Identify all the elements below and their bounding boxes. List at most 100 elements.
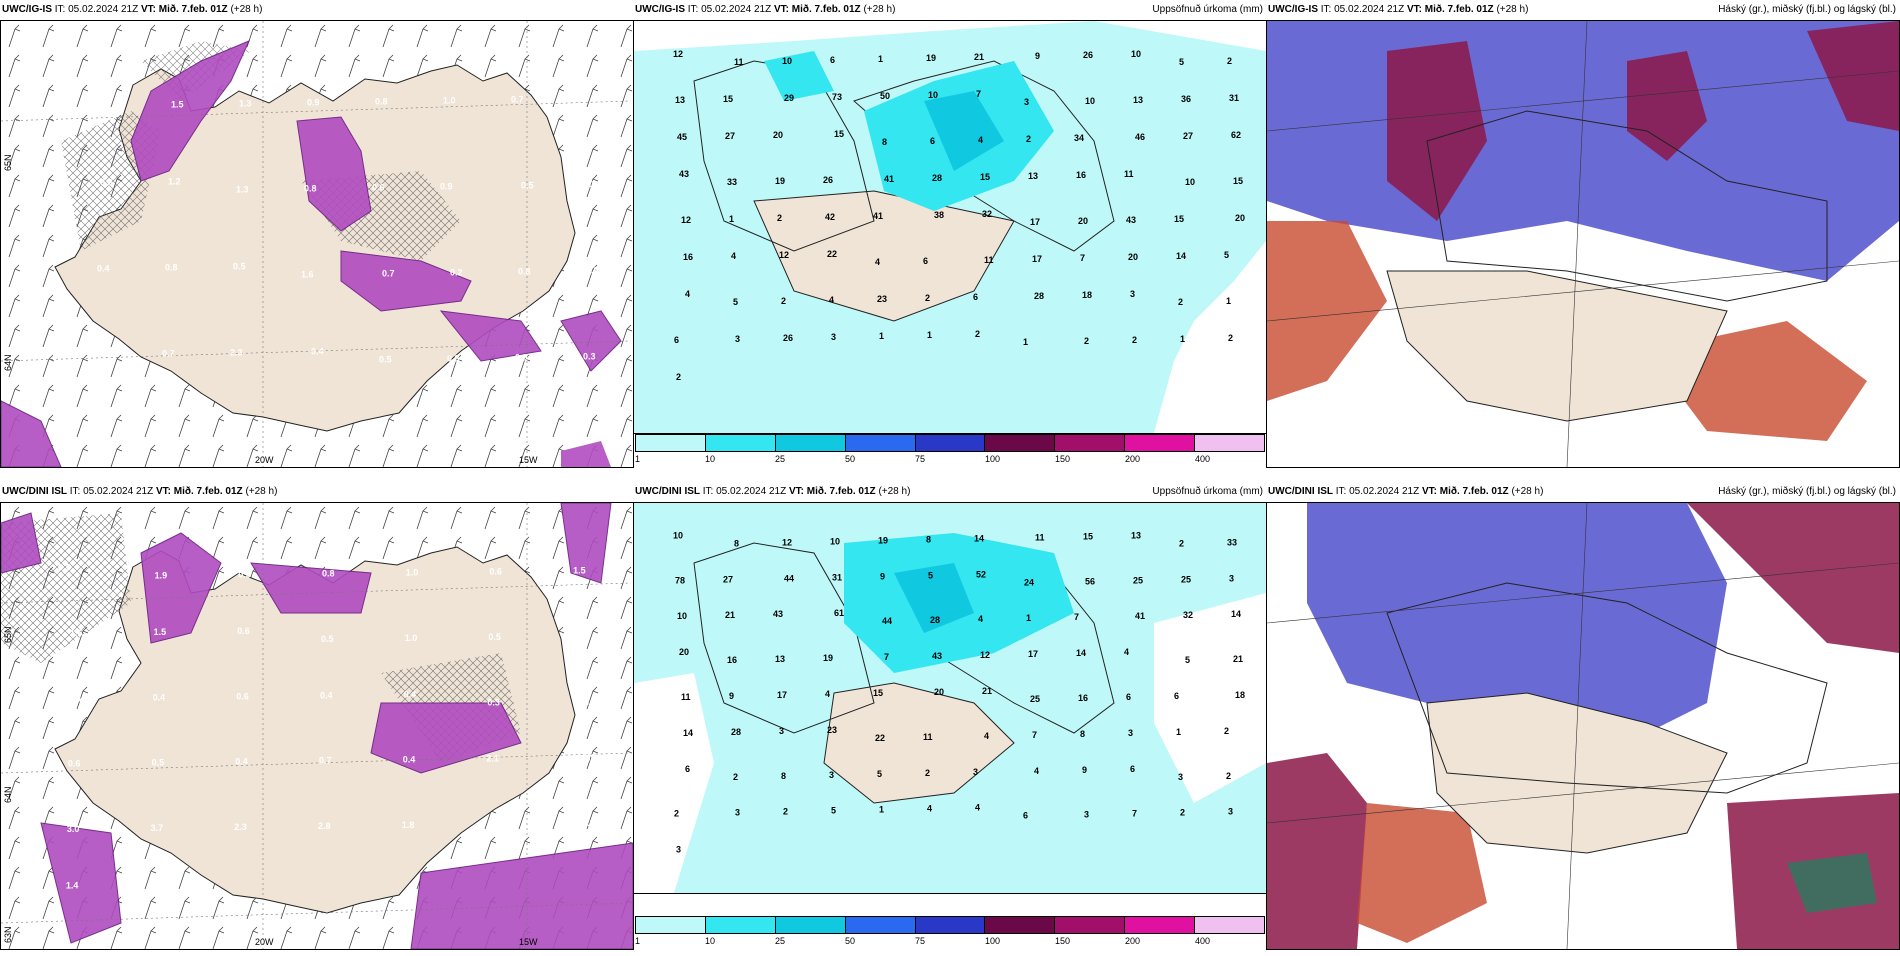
map-value-label: 23 (877, 294, 887, 304)
map-value-label: 19 (878, 535, 888, 545)
map-value-label: 25 (1030, 694, 1040, 704)
map-value-label: 26 (783, 333, 793, 343)
map-value-label: 1.0 (405, 633, 418, 643)
iceland-land (753, 190, 1015, 322)
map-value-label: 11 (1035, 532, 1045, 542)
map-value-label: 12 (782, 537, 792, 547)
legend-swatch (636, 435, 706, 451)
map-value-label: 6 (930, 136, 935, 146)
map-value-label: 0.7 (511, 95, 524, 105)
map-value-label: 26 (1083, 50, 1093, 60)
map-value-label: 2 (1224, 726, 1229, 736)
map-value-label: 0.5 (152, 758, 165, 768)
map-value-label: 6 (1130, 764, 1135, 774)
wind-map-frame: 65N 64N 63N 20W 15W 0.3 1.9 0.5 0.8 1.0 0.6 1.… (0, 502, 634, 950)
map-value-label: 15 (834, 129, 844, 139)
map-value-label: 1 (729, 214, 734, 224)
precip-map-frame: 12 11 10 6 1 19 21 9 26 10 5 2 13 15 29 73 50 10 7 3 10 13 36 3… (633, 20, 1267, 434)
lead-time: (+28 h) (863, 4, 896, 15)
map-value-label: 0.6 (489, 567, 502, 577)
map-value-label: 3 (831, 332, 836, 342)
wind-area-east (340, 250, 472, 312)
map-value-label: 6 (674, 335, 679, 345)
map-value-label: 1 (878, 54, 883, 64)
map-value-label: 1.0 (443, 96, 456, 106)
map-value-label: 14 (1231, 609, 1241, 619)
map-value-label: 0.3 (447, 354, 460, 364)
map-value-label: 0.5 (233, 262, 246, 272)
iceland-land (1426, 692, 1728, 854)
legend-swatch (985, 435, 1056, 451)
map-value-label: 6 (1174, 691, 1179, 701)
map-value-label: 43 (1126, 215, 1136, 225)
map-value-label: 11 (1124, 169, 1134, 179)
map-value-label: 0.5 (379, 355, 392, 365)
lat-label-63n: 63N (3, 926, 13, 943)
map-value-label: 0.7 (319, 756, 332, 766)
valid-label: VT: (788, 486, 804, 497)
map-value-label: 4 (875, 257, 880, 267)
map-value-label: 0.8 (165, 263, 178, 273)
panel-bottom-middle-precip-map: UWC/DINI ISL IT: 05.02.2024 21Z VT: Mið.… (633, 482, 1267, 948)
map-value-label: 0.9 (307, 98, 320, 108)
lat-label-65n: 65N (3, 154, 13, 171)
map-value-label: 7 (1132, 809, 1137, 819)
map-value-label: 1.9 (155, 571, 168, 581)
map-value-label: 17 (1032, 254, 1042, 264)
map-value-label: 24 (1024, 577, 1034, 587)
map-value-label: 2 (1179, 538, 1184, 548)
lead-time: (+28 h) (1496, 4, 1529, 15)
map-value-label: 1.9 (582, 818, 595, 828)
map-value-label: 0.4 (320, 690, 333, 700)
iceland-land (1386, 270, 1728, 422)
legend-value: 150 (1055, 454, 1071, 464)
map-value-label: 0.5 (321, 634, 334, 644)
map-value-label: 1 (1226, 296, 1231, 306)
map-value-label: 20 (1235, 213, 1245, 223)
map-value-label: 1.0 (406, 568, 419, 578)
init-time: IT: 05.02.2024 21Z (702, 486, 787, 497)
map-value-label: 8 (926, 534, 931, 544)
map-value-label: 16 (683, 252, 693, 262)
legend-value: 100 (985, 936, 1001, 946)
map-value-label: 1.5 (573, 566, 586, 576)
map-value-label: 31 (832, 572, 842, 582)
map-value-label: 50 (880, 91, 890, 101)
panel-header: UWC/IG-IS IT: 05.02.2024 21Z VT: Mið. 7.… (1266, 0, 1900, 20)
lead-time: (+28 h) (1511, 486, 1544, 497)
map-value-label: 2 (1026, 134, 1031, 144)
legend-swatch (985, 917, 1056, 933)
iceland-land (823, 682, 1015, 804)
lead-time: (+28 h) (878, 486, 911, 497)
map-value-label: 3 (676, 845, 681, 855)
map-value-label: 10 (673, 530, 683, 540)
map-value-label: 28 (731, 727, 741, 737)
map-value-label: 0.9 (586, 266, 599, 276)
map-value-label: 3 (1128, 728, 1133, 738)
map-value-label: 42 (825, 212, 835, 222)
cloud-map (1267, 503, 1899, 949)
map-value-label: 6 (1023, 811, 1028, 821)
map-value-label: 12 (779, 250, 789, 260)
map-value-label: 0.4 (153, 692, 166, 702)
legend-swatch (636, 917, 706, 933)
map-value-label: 1.6 (301, 270, 314, 280)
map-value-label: 6 (923, 256, 928, 266)
map-value-label: 44 (882, 616, 892, 626)
valid-time: Mið. 7.feb. 01Z (1439, 486, 1509, 497)
map-value-label: 27 (725, 131, 735, 141)
legend-value: 50 (845, 454, 856, 464)
map-value-label: 2 (1178, 297, 1183, 307)
map-value-label: 46 (1135, 132, 1145, 142)
map-value-label: 6 (685, 764, 690, 774)
map-value-label: 0.5 (488, 632, 501, 642)
map-value-label: 2.3 (234, 822, 247, 832)
legend-swatch (915, 917, 986, 933)
map-value-label: 11 (984, 255, 994, 265)
map-value-label: 9 (1035, 51, 1040, 61)
map-value-label: 12 (681, 215, 691, 225)
map-value-label: 22 (875, 733, 885, 743)
wind-area-west (140, 532, 222, 644)
